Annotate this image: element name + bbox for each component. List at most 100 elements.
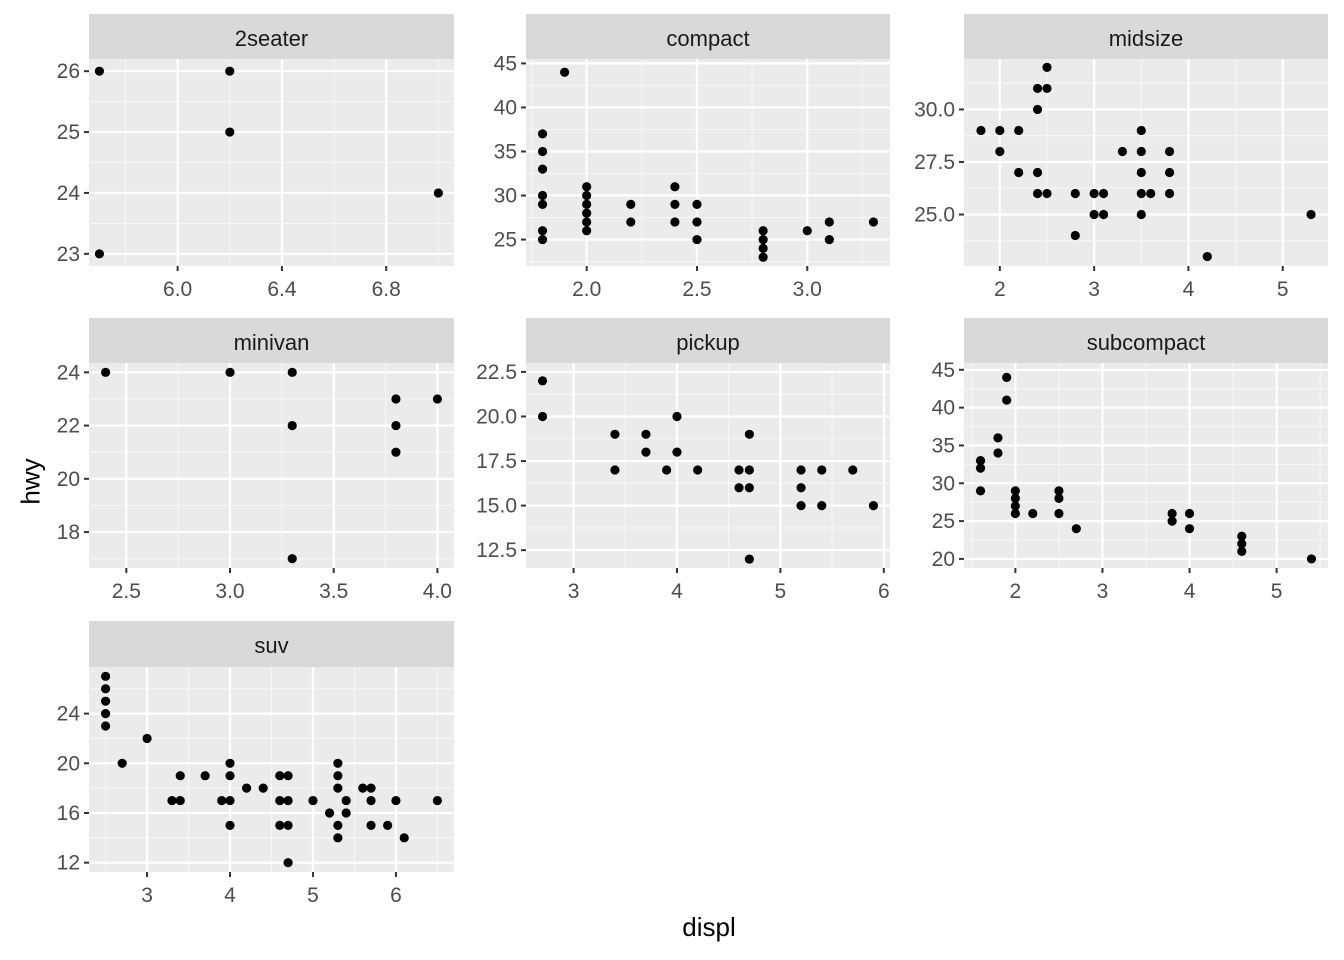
y-tick-label: 35 (932, 434, 955, 457)
y-tick-label: 23 (57, 243, 80, 266)
data-point (1054, 508, 1064, 519)
data-point (537, 129, 548, 139)
data-point (333, 783, 343, 793)
data-point (399, 833, 409, 843)
data-point (341, 808, 351, 818)
facet-strip-label: 2seater (235, 26, 308, 51)
facet-panel-pickup: pickup 3 4 5 6 12.5 15.0 17.5 20.0 22.5 (476, 318, 890, 603)
data-point (94, 66, 105, 76)
data-point (1202, 251, 1212, 262)
data-point (1098, 188, 1109, 199)
x-tick-label: 4 (671, 580, 683, 603)
data-point (225, 66, 235, 76)
data-point (333, 771, 343, 781)
data-point (1098, 209, 1109, 220)
x-axis-title: displ (682, 912, 736, 942)
data-point (1002, 372, 1012, 382)
data-point (1010, 493, 1020, 504)
panel-background (89, 363, 454, 568)
data-point (242, 783, 252, 793)
x-tick-label: 2.0 (572, 278, 601, 301)
data-point (275, 771, 285, 781)
x-tick-label: 3 (1088, 278, 1100, 301)
data-point (537, 234, 548, 245)
data-point (391, 795, 401, 806)
y-axis-title: hwy (15, 458, 46, 505)
facet-strip-label: pickup (676, 330, 740, 355)
data-point (537, 411, 548, 422)
data-point (582, 182, 592, 192)
x-tick-label: 3.0 (793, 278, 822, 301)
data-point (1014, 167, 1024, 178)
data-point (324, 808, 335, 818)
facet-strip (89, 318, 454, 363)
data-point (1306, 209, 1316, 220)
y-tick-label: 24 (57, 361, 81, 384)
facet-strip (89, 621, 454, 667)
data-point (1306, 554, 1317, 564)
data-point (744, 554, 754, 564)
facet-strip-label: minivan (234, 330, 310, 355)
y-tick-label: 26 (57, 60, 80, 83)
x-tick-label: 2 (994, 278, 1006, 301)
data-point (1117, 146, 1128, 157)
data-point (117, 758, 127, 768)
data-point (1167, 508, 1177, 519)
x-tick-label: 6.0 (163, 278, 192, 301)
x-tick-label: 4 (1183, 278, 1195, 301)
data-point (1042, 62, 1052, 73)
x-tick-label: 6 (878, 580, 890, 603)
facet-strip-label: midsize (1109, 26, 1184, 51)
x-tick-label: 3 (141, 884, 153, 907)
data-point (975, 463, 986, 473)
data-point (225, 820, 235, 831)
facet-panel-2seater: 2seater 6.0 6.4 6.8 23 24 25 26 (57, 14, 454, 301)
facet-strip (526, 14, 890, 59)
panel-background (526, 363, 890, 568)
data-point (817, 501, 827, 511)
data-point (693, 465, 703, 475)
data-point (1184, 508, 1195, 519)
facet-panel-compact: compact 2.0 2.5 3.0 25 30 35 40 45 (494, 14, 890, 301)
data-point (537, 199, 548, 209)
data-point (94, 249, 105, 259)
data-point (275, 820, 285, 831)
data-point (582, 217, 592, 227)
data-point (100, 696, 111, 706)
data-point (225, 367, 235, 377)
data-point (287, 420, 297, 431)
data-point (1010, 508, 1020, 519)
data-point (1032, 83, 1043, 94)
data-point (225, 771, 235, 781)
data-point (383, 820, 393, 831)
data-point (1136, 167, 1146, 178)
x-tick-label: 3 (1097, 580, 1109, 603)
y-tick-label: 30 (494, 185, 517, 208)
x-tick-label: 3 (568, 580, 580, 603)
data-point (283, 820, 293, 831)
x-tick-label: 5 (1271, 580, 1283, 603)
data-point (758, 226, 768, 236)
data-point (537, 164, 548, 174)
x-tick-label: 5 (307, 884, 319, 907)
panel-background (526, 59, 890, 266)
data-point (796, 465, 806, 475)
y-tick-label: 27.5 (914, 151, 955, 174)
data-point (1237, 546, 1247, 556)
y-tick-label: 22.5 (476, 361, 517, 384)
data-point (366, 783, 376, 793)
y-tick-label: 30.0 (914, 98, 955, 121)
y-tick-label: 16 (57, 802, 80, 825)
facet-strip (964, 14, 1328, 59)
data-point (1070, 230, 1080, 241)
x-tick-label: 4 (1184, 580, 1196, 603)
data-point (366, 795, 376, 806)
facet-strip (89, 14, 454, 59)
data-point (817, 465, 827, 475)
data-point (283, 858, 293, 868)
x-tick-label: 6.8 (372, 278, 401, 301)
y-tick-label: 45 (494, 52, 517, 75)
data-point (796, 483, 806, 493)
